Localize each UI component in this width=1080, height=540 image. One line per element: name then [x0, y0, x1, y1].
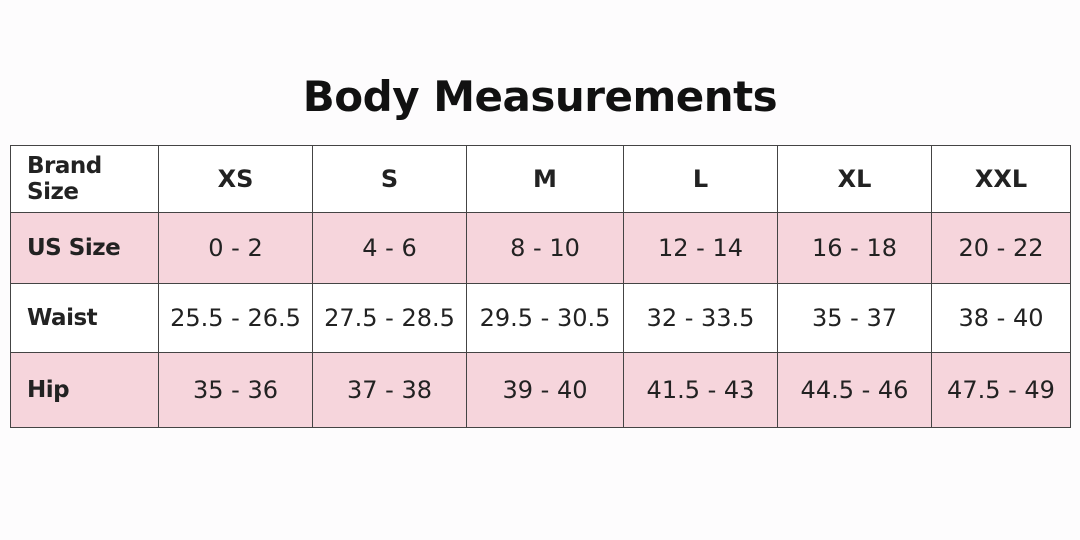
table-cell: 4 - 6	[312, 212, 467, 284]
table-cell: 25.5 - 26.5	[158, 283, 313, 353]
table-row: Hip 35 - 36 37 - 38 39 - 40 41.5 - 43 44.5 - …	[10, 352, 1071, 428]
table-cell: 35 - 36	[158, 352, 313, 428]
table-row: Waist 25.5 - 26.5 27.5 - 28.5 29.5 - 30.5 32…	[10, 283, 1071, 353]
table-cell: 41.5 - 43	[623, 352, 778, 428]
column-header: S	[312, 145, 467, 213]
column-header: XS	[158, 145, 313, 213]
table-cell: 27.5 - 28.5	[312, 283, 467, 353]
table-cell: 44.5 - 46	[777, 352, 932, 428]
page-title: Body Measurements	[302, 72, 778, 121]
table-cell: 16 - 18	[777, 212, 932, 284]
table-cell: 35 - 37	[777, 283, 932, 353]
row-label: Waist	[10, 283, 159, 353]
row-label: Hip	[10, 352, 159, 428]
row-label: Brand Size	[10, 145, 159, 213]
column-header: XL	[777, 145, 932, 213]
column-header: XXL	[931, 145, 1071, 213]
column-header: M	[466, 145, 624, 213]
header-row: Brand Size XS S M L XL XXL	[10, 145, 1071, 213]
table-cell: 32 - 33.5	[623, 283, 778, 353]
table-cell: 37 - 38	[312, 352, 467, 428]
table-cell: 0 - 2	[158, 212, 313, 284]
table-cell: 20 - 22	[931, 212, 1071, 284]
table-cell: 8 - 10	[466, 212, 624, 284]
column-header: L	[623, 145, 778, 213]
table-cell: 47.5 - 49	[931, 352, 1071, 428]
table-cell: 12 - 14	[623, 212, 778, 284]
table-cell: 29.5 - 30.5	[466, 283, 624, 353]
table-cell: 38 - 40	[931, 283, 1071, 353]
table-cell: 39 - 40	[466, 352, 624, 428]
row-label: US Size	[10, 212, 159, 284]
